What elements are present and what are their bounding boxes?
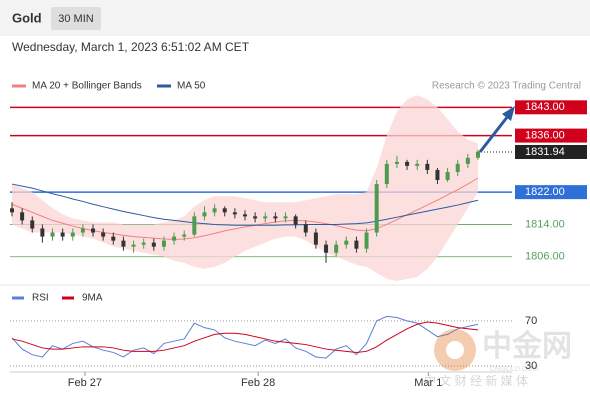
candle-body xyxy=(394,161,399,164)
candle-body xyxy=(445,171,450,181)
level-label: 1843.00 xyxy=(525,101,565,113)
legend-label: 9MA xyxy=(82,293,103,304)
legend-label: MA 20 + Bollinger Bands xyxy=(32,81,142,92)
level-label-box xyxy=(515,185,587,200)
watermark-text: 中金网 xyxy=(482,329,572,363)
candle-body xyxy=(131,244,136,247)
candle-body xyxy=(20,212,25,221)
candle-body xyxy=(455,163,460,172)
moving-average xyxy=(11,177,479,240)
candle-body xyxy=(202,212,207,217)
candle-body xyxy=(10,208,14,213)
legend-label: RSI xyxy=(32,293,49,304)
candle-body xyxy=(70,232,75,237)
level-label-box xyxy=(515,144,587,159)
candle-body xyxy=(263,216,268,219)
level-label: 1806.00 xyxy=(525,251,565,263)
watermark-logo-inner xyxy=(446,341,464,359)
candle-body xyxy=(405,161,410,166)
candle-body xyxy=(415,163,420,166)
candle-body xyxy=(141,242,146,245)
candle-body xyxy=(283,216,288,219)
candle-body xyxy=(212,208,217,213)
interval-badge[interactable] xyxy=(51,7,101,30)
moving-average xyxy=(11,183,479,226)
bollinger-band xyxy=(12,95,478,281)
candle-body xyxy=(172,236,177,241)
level-label-box xyxy=(515,128,587,143)
candle-body xyxy=(80,228,85,233)
watermark-caption: 中 文 财 经 新 媒 体 xyxy=(424,373,528,388)
candle-body xyxy=(334,244,339,253)
candle-body xyxy=(344,240,349,245)
legend-label: MA 50 xyxy=(177,81,206,92)
candle-body xyxy=(91,228,96,233)
candle-body xyxy=(101,232,106,237)
level-label: 1836.00 xyxy=(525,129,565,141)
symbol: Gold xyxy=(12,10,42,25)
forecast-arrow xyxy=(478,115,510,153)
candle-body xyxy=(30,220,35,229)
candle-body xyxy=(384,163,389,185)
watermark-logo xyxy=(434,329,476,371)
candle-body xyxy=(324,244,329,253)
candle-body xyxy=(273,216,278,219)
candle-body xyxy=(435,169,440,181)
rsi-line xyxy=(11,315,479,359)
interval[interactable]: 30 MIN xyxy=(58,13,94,25)
candle-body xyxy=(293,216,298,225)
x-tick-label: Feb 28 xyxy=(241,377,275,389)
candle-body xyxy=(111,236,116,241)
rsi-line xyxy=(11,321,479,353)
level-label: 1831.94 xyxy=(525,146,565,158)
x-tick-label: Mar 1 xyxy=(414,377,442,389)
level-label-box xyxy=(515,100,587,115)
rsi-tick-label: 30 xyxy=(525,360,537,372)
x-tick-label: Feb 27 xyxy=(68,377,102,389)
candle-body xyxy=(364,232,369,249)
candle-body xyxy=(465,157,470,164)
candle-body xyxy=(151,242,156,247)
candle-body xyxy=(222,208,227,213)
candle-body xyxy=(303,224,308,233)
candle-body xyxy=(60,232,65,237)
level-label: 1814.00 xyxy=(525,218,565,230)
candle-body xyxy=(313,232,318,245)
candle-body xyxy=(50,232,55,237)
candle-body xyxy=(232,212,237,215)
candle-body xyxy=(121,240,126,247)
candle-body xyxy=(40,228,45,237)
timestamp: Wednesday, March 1, 2023 6:51:02 AM CET xyxy=(12,40,250,54)
candle-body xyxy=(374,184,379,233)
candle-body xyxy=(253,216,258,219)
forecast-arrow-head xyxy=(502,106,515,121)
level-label: 1822.00 xyxy=(525,186,565,198)
candle-body xyxy=(425,163,430,170)
watermark: 中金网 CNGOLD.COM 中 文 财 经 新 媒 体 xyxy=(424,329,572,388)
credit: Research © 2023 Trading Central xyxy=(432,81,581,92)
candle-body xyxy=(192,216,197,235)
candle-body xyxy=(475,151,480,158)
candle-body xyxy=(242,214,247,217)
watermark-site: CNGOLD.COM xyxy=(490,366,538,373)
rsi-tick-label: 70 xyxy=(525,315,537,327)
candle-body xyxy=(161,240,166,247)
candle-body xyxy=(182,234,187,237)
candle-body xyxy=(354,240,359,249)
